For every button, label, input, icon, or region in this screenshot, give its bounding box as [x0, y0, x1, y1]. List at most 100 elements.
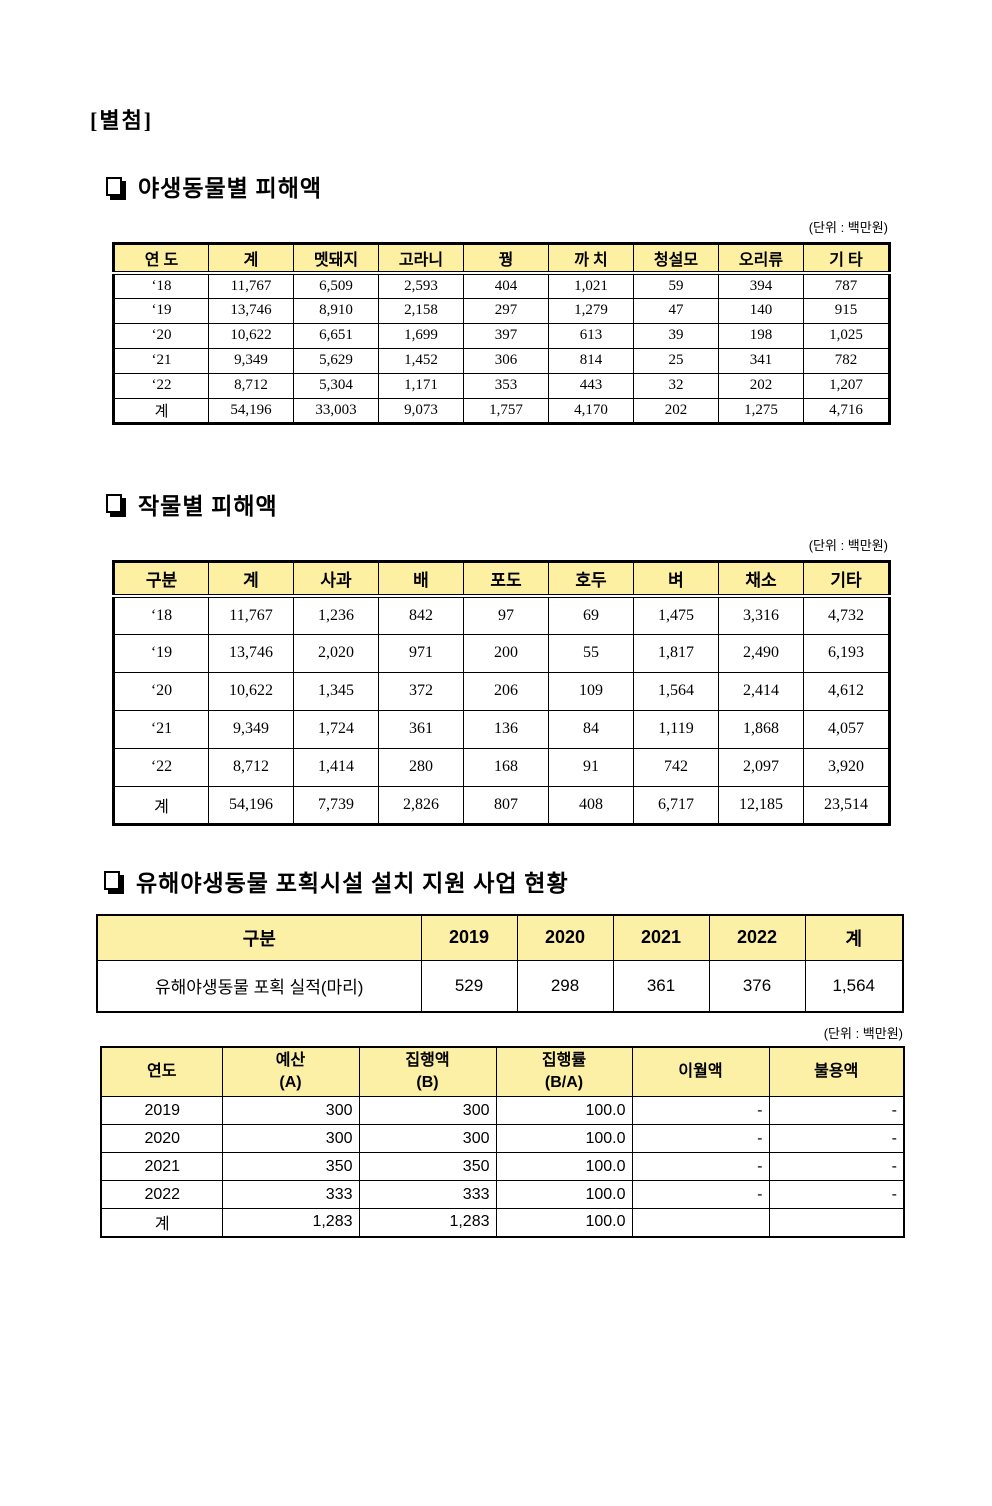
table-cell: 11,767	[208, 595, 294, 635]
table-cell: 168	[463, 747, 549, 787]
section-title: 유해야생동물 포획시설 설치 지원 사업 현황	[136, 870, 569, 896]
table-cell: 297	[463, 297, 549, 324]
table-cell: 4,732	[803, 595, 890, 635]
column-header: 예산 (A)	[221, 1046, 360, 1097]
table-row: ‘21 9,349 1,724 361 136 84 1,119 1,868 4,057	[113, 709, 890, 749]
table-cell: 306	[463, 347, 549, 374]
table-cell: ‘19	[113, 297, 209, 324]
table-row: ‘22 8,712 1,414 280 168 91 742 2,097 3,920	[113, 747, 890, 787]
table-cell: 9,349	[208, 709, 294, 749]
capture-results-table: 구분 2019 2020 2021 2022 계 유해야생동물 포획 실적(마리…	[96, 913, 904, 1013]
table-cell: 333	[221, 1180, 360, 1209]
table-cell: 742	[633, 747, 719, 787]
table-cell: 300	[358, 1096, 497, 1125]
table-cell: 1,283	[221, 1208, 360, 1237]
column-header: 구분	[96, 914, 422, 961]
column-header: 청설모	[633, 243, 719, 275]
section-heading-wildlife: 야생동물별 피해액	[106, 169, 992, 203]
table-cell: 1,021	[548, 272, 634, 299]
table-row: 2022 333 333 100.0- -	[100, 1180, 905, 1209]
column-header: 2020	[516, 914, 614, 961]
column-header: 2019	[420, 914, 518, 961]
table-cell: 계	[113, 785, 209, 825]
table-cell: 1,275	[718, 397, 804, 424]
column-header: 연 도	[113, 243, 209, 275]
table-cell: 2019	[100, 1096, 223, 1125]
table-cell: 3,920	[803, 747, 890, 787]
table-row: ‘20 10,622 1,345 372 206 109 1,564 2,414 4,612	[113, 671, 890, 711]
table-cell: 91	[548, 747, 634, 787]
table-cell: 782	[803, 347, 890, 374]
table-cell: 300	[221, 1096, 360, 1125]
column-header: 2022	[708, 914, 806, 961]
table-cell: 198	[718, 322, 804, 349]
column-header: 오리류	[718, 243, 804, 275]
wildlife-damage-table: 연 도 계 멧돼지 고라니 꿩 까 치 청설모 오리류 기 타 ‘18 11,76…	[112, 242, 891, 425]
table-cell: 4,057	[803, 709, 890, 749]
table-cell: 2,020	[293, 633, 379, 673]
column-header: 집행액 (B)	[358, 1046, 497, 1097]
table-cell: 6,509	[293, 272, 379, 299]
table-cell: ‘22	[113, 372, 209, 399]
table-cell: 84	[548, 709, 634, 749]
table-cell: 6,651	[293, 322, 379, 349]
unit-label: (단위 : 백만원)	[808, 220, 888, 235]
table-cell: 54,196	[208, 785, 294, 825]
table-cell: 350	[221, 1152, 360, 1181]
table-cell: 202	[633, 397, 719, 424]
table-cell: 100.0	[495, 1180, 633, 1209]
table-cell: 100.0	[495, 1124, 633, 1153]
table-cell: 9,073	[378, 397, 464, 424]
table-cell: 1,564	[804, 960, 904, 1012]
table-cell: 7,739	[293, 785, 379, 825]
table-cell: -	[768, 1180, 905, 1209]
column-header: 불용액	[768, 1046, 905, 1097]
table-cell: 54,196	[208, 397, 294, 424]
column-header: 벼	[633, 560, 719, 598]
table-cell: 100.0	[495, 1096, 633, 1125]
column-header: 꿩	[463, 243, 549, 275]
column-header: 채소	[718, 560, 804, 598]
table-cell: -	[768, 1124, 905, 1153]
table-cell: ‘20	[113, 671, 209, 711]
table-cell: ‘19	[113, 633, 209, 673]
table-cell: 59	[633, 272, 719, 299]
table-cell: 11,767	[208, 272, 294, 299]
table-cell: -	[631, 1152, 770, 1181]
table-cell: 613	[548, 322, 634, 349]
table-cell: 140	[718, 297, 804, 324]
budget-execution-table: 연도 예산 (A) 집행액 (B) 집행률 (B/A) 이월액 불용액 2019…	[100, 1045, 905, 1238]
column-header: 이월액	[631, 1046, 770, 1097]
table-cell: 69	[548, 595, 634, 635]
table-cell: 1,868	[718, 709, 804, 749]
table-cell: 5,304	[293, 372, 379, 399]
table-cell: 1,699	[378, 322, 464, 349]
section-title: 작물별 피해액	[138, 493, 278, 519]
table-cell	[631, 1208, 770, 1237]
table-cell: 971	[378, 633, 464, 673]
table-cell: 353	[463, 372, 549, 399]
column-header: 계	[208, 560, 294, 598]
table-cell: 계	[113, 397, 209, 424]
table-cell: 유해야생동물 포획 실적(마리)	[96, 960, 422, 1012]
table-cell	[768, 1208, 905, 1237]
table-cell: ‘21	[113, 709, 209, 749]
table-cell: 9,349	[208, 347, 294, 374]
table-cell: 333	[358, 1180, 497, 1209]
table-cell: 1,207	[803, 372, 890, 399]
table-cell: 787	[803, 272, 890, 299]
table-row: ‘21 9,349 5,629 1,452 306 814 25 341 782	[113, 347, 890, 374]
table-cell: 280	[378, 747, 464, 787]
table-cell: 2,826	[378, 785, 464, 825]
table-cell: 2,414	[718, 671, 804, 711]
table-cell: 807	[463, 785, 549, 825]
table-cell: 25	[633, 347, 719, 374]
table-cell: 32	[633, 372, 719, 399]
table-cell: 2,158	[378, 297, 464, 324]
section-heading-capture-program: 유해야생동물 포획시설 설치 지원 사업 현황	[104, 864, 992, 898]
table-cell: 202	[718, 372, 804, 399]
table-cell: 47	[633, 297, 719, 324]
table-cell: 1,564	[633, 671, 719, 711]
table-cell: 5,629	[293, 347, 379, 374]
table-cell: 814	[548, 347, 634, 374]
